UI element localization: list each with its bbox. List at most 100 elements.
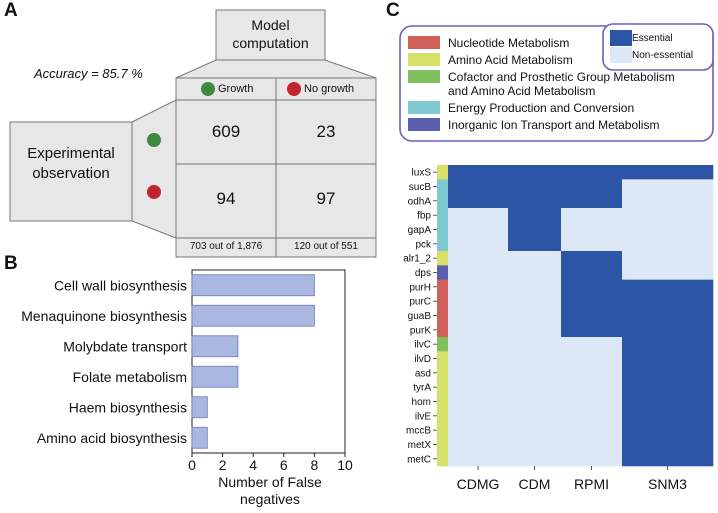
- heatmap-cell: [508, 337, 562, 352]
- category-legend-item: Amino Acid Metabolism: [408, 53, 675, 67]
- category-legend-item: Energy Production and Conversion: [408, 101, 675, 115]
- row-category-cell: [437, 193, 448, 209]
- heatmap-cell: [622, 380, 714, 395]
- row-category-cell: [437, 322, 448, 338]
- category-legend-item: Inorganic Ion Transport and Metabolism: [408, 118, 675, 132]
- heatmap-cell: [561, 251, 623, 266]
- row-category-cell: [437, 308, 448, 323]
- row-category-cell: [437, 265, 448, 280]
- column-label: CDMG: [457, 476, 500, 492]
- heatmap-cell: [561, 322, 623, 338]
- heatmap-cell: [508, 437, 562, 452]
- legend-swatch: [408, 101, 440, 114]
- heatmap-cell: [622, 222, 714, 237]
- heatmap-cell: [622, 365, 714, 381]
- heatmap-cell: [448, 437, 509, 452]
- row-label: pck: [415, 239, 432, 250]
- bar: [191, 396, 208, 419]
- row-label: luxS: [412, 168, 432, 179]
- accuracy-label: Accuracy = 85.7 %: [34, 66, 143, 81]
- heatmap-cell: [622, 408, 714, 424]
- legend-label: Essential: [632, 32, 673, 44]
- heatmap-cell: [508, 322, 562, 338]
- legend-swatch: [408, 53, 440, 66]
- row-category-cell: [437, 208, 448, 223]
- bar-category-label: Menaquinone biosynthesis: [21, 308, 187, 324]
- heatmap-cell: [448, 236, 509, 252]
- growth-col-label: Growth: [218, 83, 254, 95]
- bar: [191, 335, 239, 358]
- row-category-cell: [437, 179, 448, 194]
- column-label: SNM3: [648, 476, 687, 492]
- column-label: RPMI: [574, 476, 609, 492]
- legend-label: Non-essential: [632, 49, 694, 61]
- heatmap-cell: [561, 451, 623, 467]
- heatmap-cell: [561, 265, 623, 280]
- row-category-cell: [437, 279, 448, 295]
- legend-swatch: [610, 47, 632, 63]
- heatmap-cell: [622, 208, 714, 223]
- heatmap-cell: [448, 279, 509, 295]
- heatmap-cell: [448, 394, 509, 409]
- category-legend: Nucleotide Metabolism Amino Acid Metaboli…: [408, 36, 675, 135]
- row-category-cell: [437, 251, 448, 266]
- bar: [191, 426, 208, 449]
- heatmap-cell: [561, 222, 623, 237]
- heatmap-cell: [622, 279, 714, 295]
- heatmap-cell: [508, 423, 562, 438]
- column-label: CDM: [519, 476, 551, 492]
- bar: [191, 365, 239, 388]
- heatmap-cell: [508, 365, 562, 381]
- heatmap-cell: [561, 365, 623, 381]
- category-legend-item: Cofactor and Prosthetic Group Metabolism…: [408, 70, 675, 98]
- row-category-cell: [437, 423, 448, 438]
- cell-false-negative: 94: [216, 189, 236, 208]
- heatmap-cell: [448, 322, 509, 338]
- heatmap-cell: [622, 437, 714, 452]
- essentiality-legend-item: Essential: [610, 30, 693, 46]
- heatmap-cell: [622, 308, 714, 323]
- heatmap-cell: [561, 351, 623, 366]
- legend-swatch: [610, 30, 632, 46]
- heatmap-cell: [561, 408, 623, 424]
- growth-col-circle: [201, 82, 215, 96]
- heatmap-cell: [622, 451, 714, 467]
- heatmap-cell: [561, 208, 623, 223]
- row-category-cell: [437, 294, 448, 309]
- heatmap-cell: [622, 351, 714, 366]
- heatmap-cell: [508, 279, 562, 295]
- bar-xlabel-line1: Number of False: [218, 474, 322, 490]
- row-label: odhA: [408, 196, 432, 207]
- legend-swatch: [408, 118, 440, 131]
- heatmap-cell: [622, 394, 714, 409]
- heatmap-cell: [508, 236, 562, 252]
- row-label: ilvD: [414, 354, 431, 365]
- x-tick-label: 2: [219, 457, 227, 473]
- panel-label-b: B: [4, 253, 18, 274]
- heatmap-cell: [448, 265, 509, 280]
- heatmap-cell: [448, 294, 509, 309]
- row-label: tyrA: [413, 383, 431, 394]
- bar-category-label: Haem biosynthesis: [69, 399, 187, 415]
- bar-plot-frame: [191, 269, 346, 454]
- heatmap-cell: [622, 294, 714, 309]
- heatmap-cell: [508, 451, 562, 467]
- heatmap-cell: [561, 380, 623, 395]
- row-category-cell: [437, 236, 448, 252]
- row-category-cell: [437, 337, 448, 352]
- heatmap-cell: [508, 351, 562, 366]
- panel-label-c: C: [386, 0, 400, 21]
- row-label: mccB: [406, 426, 431, 437]
- heatmap-cell: [561, 394, 623, 409]
- row-label: purK: [410, 325, 431, 336]
- heatmap-cell: [448, 308, 509, 323]
- heatmap-cell: [622, 423, 714, 438]
- heatmap-cell: [561, 179, 623, 194]
- heatmap-cell: [448, 165, 509, 180]
- heatmap-cell: [508, 179, 562, 194]
- heatmap-cell: [448, 380, 509, 395]
- heatmap-cell: [448, 451, 509, 467]
- heatmap-cell: [622, 236, 714, 252]
- essentiality-legend: Essential Non-essential: [610, 30, 693, 64]
